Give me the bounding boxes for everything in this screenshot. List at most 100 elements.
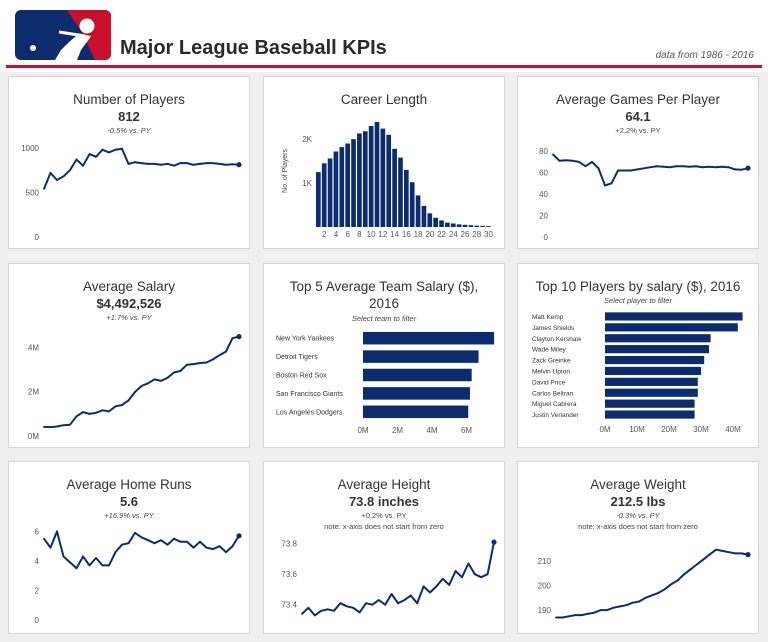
weight-line-chart[interactable]: 190 200 210 [518,462,759,634]
data-point [114,405,117,408]
data-point [727,551,730,554]
kpi-delta: -0.3% vs. PY [616,511,660,520]
latest-point [236,333,242,340]
team-salary-bar-chart[interactable]: New York Yankees Detroit Tigers Boston Red… [264,264,505,448]
home-runs-line-chart[interactable]: 0 2 4 6 [9,462,250,634]
games-line-chart[interactable]: 0 20 40 60 80 [518,77,759,249]
data-point [153,542,156,545]
kpi-value: 73.8 inches [348,494,420,509]
bar [368,125,374,227]
data-point [225,163,227,166]
data-point [108,564,110,567]
card-average-weight[interactable]: Average Weight 212.5 lbs -0.3% vs. PY no… [517,461,759,634]
data-point [121,147,123,150]
series-line [43,147,240,190]
latest-point [236,533,242,539]
x-tick-label: 30 [484,230,493,239]
bar [474,225,480,227]
data-point [225,551,227,553]
players-line-chart[interactable]: 0 500 1000 [9,77,250,249]
y-tick-label: 6 [35,527,40,536]
y-tick-label: 0 [35,233,40,242]
category-label: New York Yankees [276,336,335,343]
kpi-value: 212.5 lbs [610,494,666,509]
y-tick-label: 73.8 [281,540,297,549]
data-point [625,604,628,607]
category-label: James Shields [532,325,575,332]
series-line [43,335,240,429]
data-point [82,164,84,167]
card-average-games[interactable]: Average Games Per Player 64.1 +2.2% vs. … [517,76,759,249]
card-average-salary[interactable]: Average Salary $4,492,526 +1.7% vs. PY 0… [8,263,250,448]
data-point [212,358,214,361]
card-title: Average Games Per Player [555,92,721,107]
card-average-height[interactable]: Average Height 73.8 inches +0.2% vs. PY … [263,461,505,634]
category-label: Boston Red Sox [276,373,327,380]
data-point [721,550,724,552]
filter-hint: Select player to filter [604,296,672,305]
data-point [740,168,743,171]
y-axis-label: No. of Players [282,149,289,193]
kpi-delta: +2.2% vs. PY [615,126,661,135]
x-tick-label: 8 [357,230,362,239]
data-point [231,337,234,340]
bar [456,224,462,227]
kpi-value: 64.1 [625,109,651,124]
dashboard-title: Major League Baseball KPIs [120,37,387,59]
x-tick-label: 40M [725,425,741,434]
bar [445,222,450,227]
data-point [358,611,361,614]
card-top-team-salary[interactable]: Top 5 Average Team Salary ($), 2016 Sele… [263,263,505,448]
data-point [218,163,221,165]
category-label: Melvin Upton [532,368,570,375]
data-point [584,165,587,168]
data-point [352,606,355,609]
data-point [101,148,104,151]
data-point [416,602,419,605]
x-tick-label: 0M [357,426,368,435]
data-point [714,166,717,169]
data-point [734,168,736,171]
data-point [578,160,580,163]
data-point [179,162,182,164]
category-label: Miguel Cabrera [532,401,577,408]
data-point [574,614,577,616]
data-point [454,570,457,573]
card-career-length[interactable]: Career Length 1K 2K No. of Players 2 4 6 8 10 12… [263,76,505,249]
x-tick-label: 10M [629,425,645,434]
series-line [556,548,749,619]
height-line-chart[interactable]: 73.4 73.6 73.8 [264,462,505,634]
data-point [461,576,463,579]
data-point [606,609,609,612]
x-tick-label: 18 [414,230,423,239]
data-point [186,363,188,366]
data-point [56,425,58,428]
bar [362,131,368,227]
player-salary-bar-chart[interactable]: Matt Kemp James Shields Clayton Kershaw Wad… [518,264,759,448]
data-point [231,545,234,548]
card-top-players-salary[interactable]: Top 10 Players by salary ($), 2016 Selec… [517,263,759,448]
bar [421,205,427,227]
card-average-home-runs[interactable]: Average Home Runs 5.6 +16.9% vs. PY 0 2 4 6 [8,461,250,634]
data-point [558,159,561,162]
category-label: Los Angeles Dodgers [276,409,343,416]
data-point [422,585,425,588]
data-point [205,162,208,164]
y-tick-label: 4 [35,557,40,566]
card-number-of-players[interactable]: Number of Players 812 -0.5% vs. PY 0 500 1… [8,76,250,249]
data-point [313,614,316,617]
salary-line-chart[interactable]: 0M 2M 4M [9,264,250,448]
bar [363,350,479,363]
data-point [49,171,52,174]
data-point [604,184,606,187]
data-point [199,163,201,165]
data-point [721,165,723,168]
bar [363,387,470,400]
category-label: Clayton Kershaw [532,336,581,343]
y-tick-label: 1K [302,179,312,188]
data-point [480,576,483,579]
data-point [69,169,71,172]
data-point [88,564,91,567]
x-tick-label: 6M [461,426,472,435]
